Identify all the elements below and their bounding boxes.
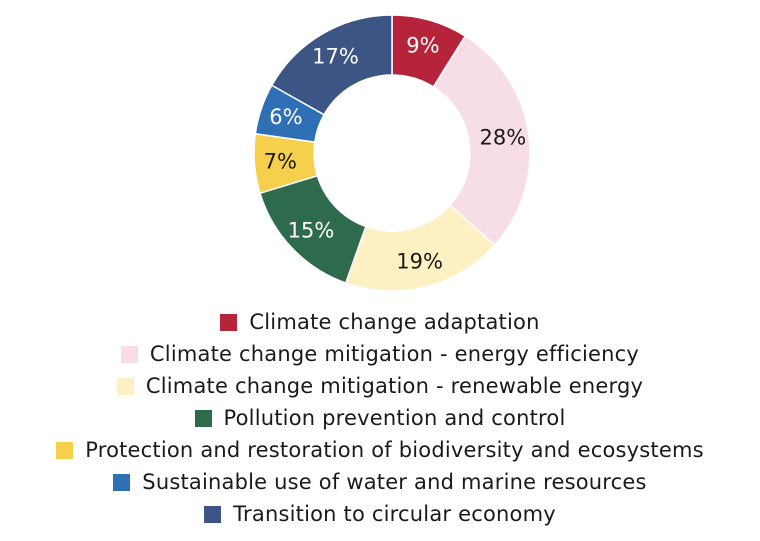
slice-percent-label: 28% <box>480 125 527 149</box>
slice-percent-label: 7% <box>264 150 297 174</box>
slice-percent-label: 15% <box>288 218 335 242</box>
legend-swatch <box>116 377 134 395</box>
donut-chart: 9% 28% 19% 15% 7% 6% 17% <box>253 14 531 292</box>
legend-item: Sustainable use of water and marine reso… <box>0 466 760 498</box>
legend-label: Protection and restoration of biodiversi… <box>85 438 704 462</box>
legend-label: Transition to circular economy <box>233 502 556 526</box>
slice-labels: 9% 28% 19% 15% 7% 6% 17% <box>264 33 527 273</box>
donut-slice <box>270 14 393 116</box>
legend-swatch <box>56 441 74 459</box>
legend-swatch <box>204 505 222 523</box>
legend-label: Pollution prevention and control <box>223 406 566 430</box>
legend-item: Protection and restoration of biodiversi… <box>0 434 760 466</box>
slice-percent-label: 19% <box>396 250 443 274</box>
legend-label: Climate change mitigation - energy effic… <box>149 342 640 366</box>
legend-label: Sustainable use of water and marine reso… <box>142 470 647 494</box>
slice-percent-label: 9% <box>406 33 439 57</box>
legend-swatch <box>113 473 131 491</box>
legend: Climate change adaptation Climate change … <box>0 306 760 530</box>
legend-item: Climate change mitigation - renewable en… <box>0 370 760 402</box>
slice-percent-label: 17% <box>312 44 359 68</box>
slice-percent-label: 6% <box>269 105 302 129</box>
legend-swatch <box>120 345 138 363</box>
legend-item: Pollution prevention and control <box>0 402 760 434</box>
legend-item: Climate change adaptation <box>0 306 760 338</box>
legend-label: Climate change adaptation <box>249 310 540 334</box>
donut-slice <box>432 35 531 247</box>
legend-label: Climate change mitigation - renewable en… <box>145 374 644 398</box>
donut-slices <box>253 14 531 292</box>
legend-item: Climate change mitigation - energy effic… <box>0 338 760 370</box>
legend-swatch <box>220 313 238 331</box>
legend-item: Transition to circular economy <box>0 498 760 530</box>
legend-swatch <box>194 409 212 427</box>
